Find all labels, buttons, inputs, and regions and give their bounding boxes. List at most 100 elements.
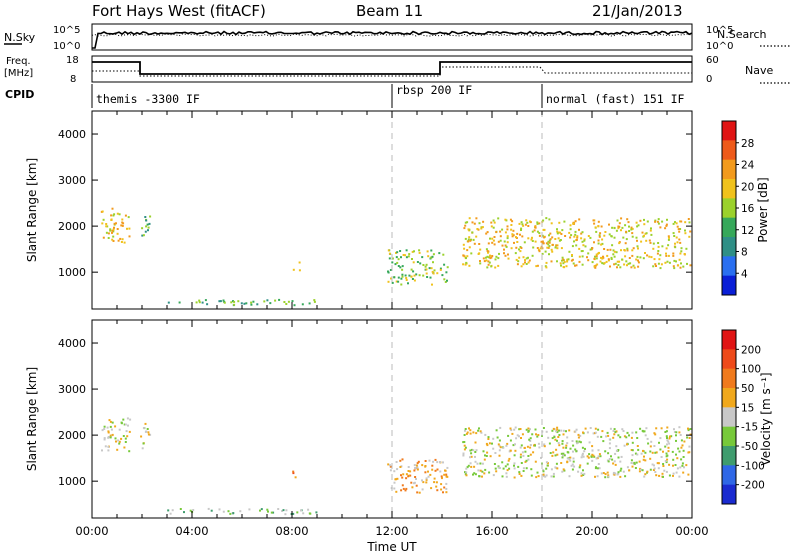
scatter-cell: [562, 266, 565, 268]
scatter-cell: [555, 244, 558, 247]
scatter-cell: [571, 440, 574, 442]
scatter-cell: [511, 432, 514, 435]
colorbar-frame: [721, 329, 737, 505]
scatter-cell: [620, 467, 623, 470]
scatter-cell: [659, 267, 662, 270]
scatter-cell: [580, 232, 583, 235]
scatter-cell: [594, 264, 597, 267]
scatter-cell: [201, 301, 204, 304]
scatter-cell: [572, 444, 575, 447]
y-tick-label: 4000: [58, 128, 86, 141]
scatter-cell: [639, 256, 642, 259]
scatter-cell: [591, 445, 594, 448]
scatter-cell: [672, 472, 675, 475]
scatter-cell: [523, 447, 526, 449]
scatter-cell: [507, 434, 510, 437]
scatter-cell: [204, 299, 207, 302]
scatter-cell: [492, 226, 495, 229]
scatter-cell: [404, 254, 407, 257]
scatter-cell: [581, 231, 584, 234]
scatter-cell: [412, 261, 415, 264]
scatter-cell: [548, 218, 551, 221]
scatter-cell: [628, 434, 630, 437]
scatter-cell: [315, 511, 318, 514]
scatter-cell: [672, 464, 674, 467]
scatter-cell: [578, 247, 581, 250]
scatter-cell: [676, 457, 679, 460]
scatter-cell: [514, 252, 517, 255]
scatter-cell: [567, 258, 570, 261]
scatter-cell: [508, 467, 511, 470]
scatter-cell: [145, 219, 148, 222]
scatter-cell: [649, 468, 652, 471]
scatter-cell: [441, 274, 444, 277]
scatter-cell: [587, 456, 590, 459]
scatter-cell: [407, 466, 410, 468]
scatter-cell: [587, 259, 590, 262]
scatter-cell: [660, 263, 663, 266]
scatter-cell: [427, 470, 429, 473]
scatter-cell: [436, 489, 439, 492]
scatter-cell: [489, 254, 491, 257]
scatter-cell: [650, 233, 653, 236]
scatter-cell: [301, 303, 304, 306]
scatter-cell: [520, 265, 523, 268]
scatter-cell: [515, 258, 518, 261]
scatter-cell: [612, 462, 615, 465]
scatter-cell: [117, 439, 120, 442]
scatter-cell: [572, 460, 575, 463]
scatter-cell: [542, 427, 545, 429]
scatter-cell: [657, 250, 660, 252]
power-ylabel: Slant Range [km]: [25, 158, 39, 262]
scatter-cell: [657, 222, 660, 225]
scatter-cell: [105, 231, 108, 234]
colorbar-tick-label: 100: [741, 364, 761, 376]
scatter-cell: [598, 467, 601, 470]
scatter-cell: [229, 512, 232, 515]
scatter-cell: [478, 222, 481, 225]
scatter-cell: [583, 238, 586, 241]
scatter-cell: [607, 475, 610, 478]
scatter-cell: [117, 239, 120, 242]
scatter-cell: [601, 238, 604, 241]
scatter-cell: [525, 257, 528, 260]
scatter-cell: [489, 257, 492, 260]
scatter-cell: [670, 435, 673, 438]
scatter-cell: [573, 240, 575, 243]
scatter-cell: [300, 509, 302, 512]
scatter-cell: [564, 235, 567, 237]
scatter-cell: [547, 246, 550, 249]
scatter-cell: [472, 473, 474, 476]
scatter-cell: [425, 263, 428, 266]
scatter-cell: [469, 456, 471, 459]
scatter-cell: [554, 438, 557, 441]
scatter-cell: [590, 248, 593, 251]
scatter-cell: [678, 431, 681, 434]
scatter-cell: [518, 473, 521, 475]
scatter-cell: [518, 222, 521, 225]
scatter-cell: [664, 261, 667, 264]
freq-panel: [91, 55, 693, 83]
scatter-cell: [577, 436, 580, 439]
scatter-cell: [560, 264, 562, 267]
scatter-cell: [109, 228, 112, 231]
scatter-cell: [674, 242, 676, 245]
scatter-cell: [520, 247, 523, 249]
scatter-cell: [520, 444, 523, 447]
scatter-cell: [490, 225, 493, 228]
scatter-cell: [524, 223, 527, 226]
scatter-cell: [232, 512, 235, 515]
scatter-cell: [679, 241, 682, 244]
scatter-cell: [142, 234, 145, 237]
scatter-cell: [617, 449, 620, 451]
scatter-cell: [488, 261, 491, 264]
scatter-cell: [486, 266, 489, 269]
scatter-cell: [518, 248, 520, 251]
scatter-cell: [421, 479, 423, 482]
scatter-cell: [678, 450, 681, 453]
scatter-cell: [560, 247, 563, 250]
scatter-cell: [626, 466, 629, 469]
scatter-cell: [486, 255, 489, 258]
scatter-cell: [126, 417, 129, 420]
scatter-cell: [529, 437, 532, 440]
